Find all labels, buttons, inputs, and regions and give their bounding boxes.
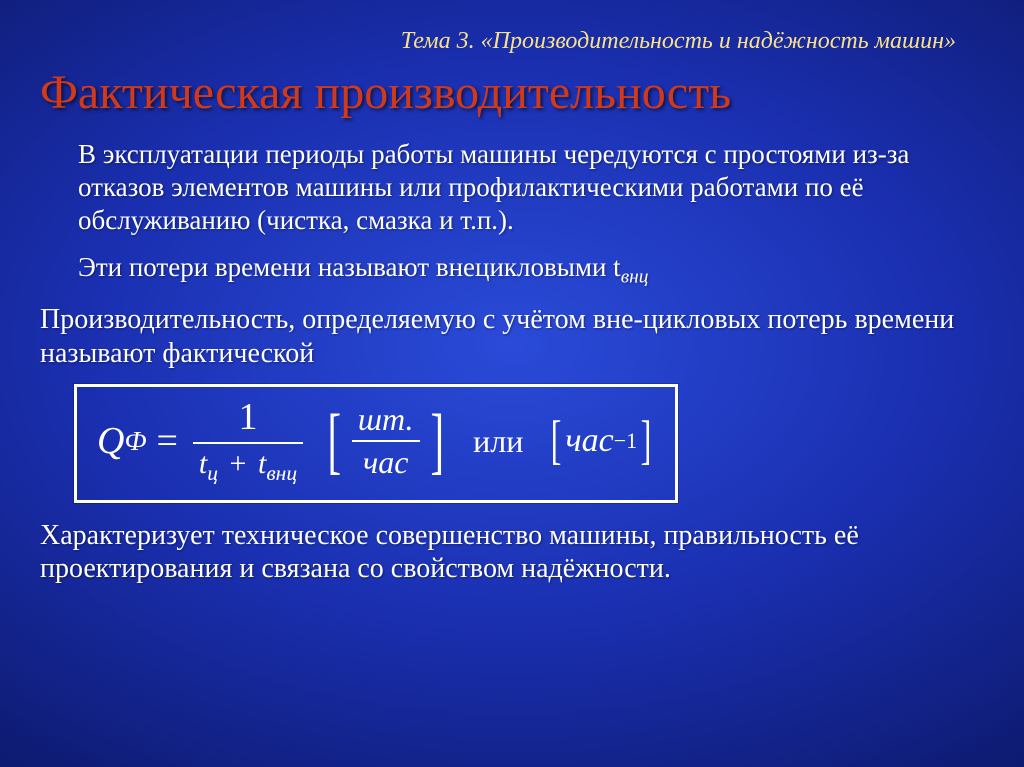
unit-1: [ шт. час ] xyxy=(322,402,449,480)
paragraph-1: В эксплуатации периоды работы машины чер… xyxy=(40,138,984,237)
unit-num: шт. xyxy=(352,402,420,437)
formula-lhs: QФ = 1 tц + tвнц xyxy=(97,397,308,486)
unit-den: час xyxy=(357,445,414,480)
den-s2: внц xyxy=(266,461,297,485)
denominator: tц + tвнц xyxy=(193,447,303,486)
rbracket-2: ] xyxy=(641,418,652,464)
unit-2: [ час−1 ] xyxy=(547,418,655,464)
or-text: или xyxy=(473,423,523,460)
lbracket-1: [ xyxy=(328,410,342,473)
paragraph-3: Производительность, определяемую с учёто… xyxy=(40,303,984,370)
sym-Q: Q xyxy=(97,419,124,463)
lbracket-2: [ xyxy=(551,418,562,464)
main-fraction: 1 tц + tвнц xyxy=(193,397,303,486)
unit-fraction: шт. час xyxy=(352,402,420,480)
p2-subscript: внц xyxy=(621,266,649,287)
den-plus: + xyxy=(230,447,247,480)
sym-Q-sub: Ф xyxy=(124,426,146,457)
rbracket-1: ] xyxy=(430,410,444,473)
topic-line: Тема 3. «Производительность и надёжность… xyxy=(40,28,984,55)
frac-bar xyxy=(193,442,303,444)
unit2-base: час xyxy=(565,422,613,460)
formula-row: QФ = 1 tц + tвнц [ шт. час ] или xyxy=(74,384,984,503)
numerator: 1 xyxy=(233,397,264,439)
eq-sign: = xyxy=(156,419,177,463)
unit2-exp: −1 xyxy=(614,428,637,454)
slide-title: Фактическая производительность xyxy=(40,65,984,120)
paragraph-2: Эти потери времени называют внецикловыми… xyxy=(40,251,984,289)
den-t1: t xyxy=(199,447,207,480)
p2-text: Эти потери времени называют внецикловыми… xyxy=(78,252,621,282)
den-s1: ц xyxy=(207,461,218,485)
formula-box: QФ = 1 tц + tвнц [ шт. час ] или xyxy=(74,384,678,503)
paragraph-4: Характеризует техническое совершенство м… xyxy=(40,519,984,586)
unit-bar xyxy=(352,440,420,442)
